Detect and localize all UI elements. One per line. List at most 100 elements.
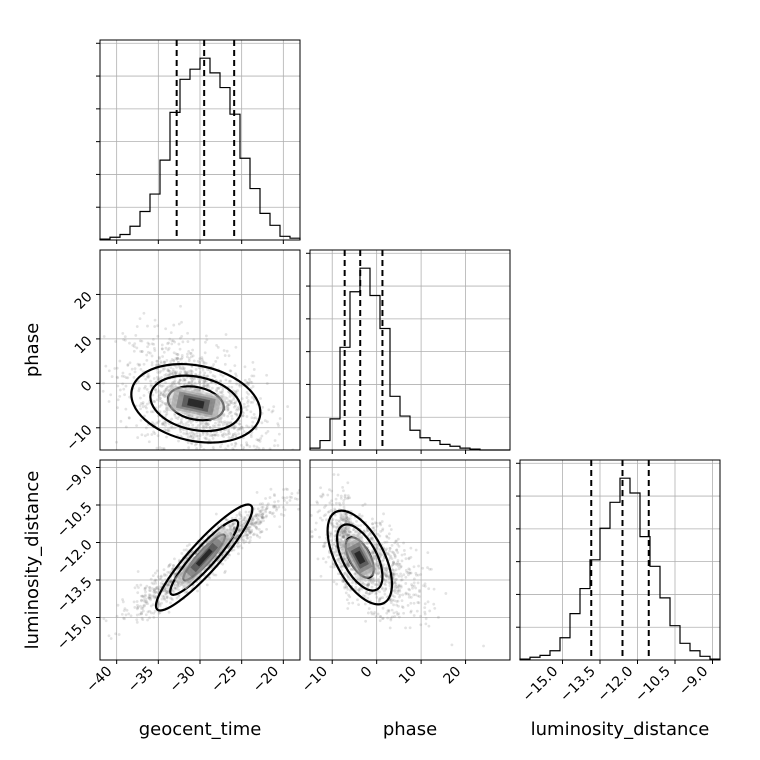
sample-point: [139, 367, 143, 371]
sample-point: [93, 355, 96, 358]
y-tick-label-phase: 0: [78, 378, 96, 396]
sample-point: [385, 568, 388, 572]
sample-point: [375, 524, 379, 528]
sample-point: [252, 444, 256, 448]
sample-point: [175, 358, 179, 361]
sample-point: [161, 384, 165, 388]
sample-point: [402, 541, 405, 545]
sample-point: [219, 380, 222, 383]
sample-point: [341, 485, 344, 489]
sample-point: [164, 592, 168, 596]
sample-point: [273, 500, 277, 504]
sample-point: [373, 583, 377, 586]
sample-point: [341, 531, 345, 535]
sample-point: [397, 545, 401, 548]
sample-point: [340, 518, 344, 522]
sample-point: [193, 432, 197, 436]
sample-point: [367, 592, 370, 596]
sample-point: [195, 426, 198, 430]
sample-point: [167, 584, 171, 587]
sample-point: [156, 603, 160, 606]
sample-point: [164, 413, 168, 417]
sample-point: [187, 381, 191, 385]
sample-point: [346, 494, 350, 498]
sample-point: [104, 619, 108, 623]
sample-point: [236, 542, 240, 545]
sample-point: [184, 471, 187, 474]
sample-point: [393, 554, 397, 558]
sample-point: [400, 599, 404, 603]
sample-point: [210, 433, 214, 437]
sample-point: [107, 400, 111, 403]
sample-point: [166, 582, 170, 586]
sample-point: [399, 584, 403, 588]
sample-point: [110, 375, 114, 378]
sample-point: [164, 573, 168, 577]
sample-point: [160, 597, 164, 601]
sample-point: [245, 452, 248, 455]
sample-point: [343, 571, 347, 575]
sample-point: [315, 500, 319, 504]
sample-point: [145, 358, 149, 362]
sample-point: [341, 527, 345, 531]
sample-point: [156, 434, 160, 438]
sample-point: [395, 610, 399, 614]
sample-point: [393, 553, 397, 557]
sample-point: [432, 587, 436, 591]
sample-point: [143, 586, 147, 590]
sample-point: [217, 421, 221, 424]
sample-point: [378, 566, 381, 570]
sample-point: [133, 345, 136, 348]
sample-point: [168, 369, 172, 373]
sample-point: [397, 604, 400, 608]
sample-point: [228, 526, 232, 529]
sample-point: [187, 554, 190, 558]
sample-point: [382, 566, 385, 570]
sample-point: [229, 525, 232, 529]
sample-point: [372, 579, 375, 583]
sample-point: [242, 446, 246, 449]
sample-point: [169, 601, 172, 605]
sample-point: [222, 414, 226, 418]
sample-point: [357, 589, 361, 593]
sample-point: [409, 546, 413, 550]
sample-point: [340, 529, 344, 533]
sample-point: [205, 379, 208, 383]
sample-point: [224, 433, 228, 437]
sample-point: [352, 528, 356, 532]
sample-point: [161, 594, 165, 598]
sample-point: [383, 582, 386, 585]
sample-point: [188, 435, 192, 439]
sample-point: [163, 428, 167, 432]
sample-point: [295, 497, 299, 501]
sample-point: [226, 461, 229, 464]
sample-point: [173, 379, 177, 383]
sample-point: [177, 372, 181, 376]
sample-point: [102, 335, 106, 338]
sample-point: [162, 595, 166, 599]
sample-point: [254, 525, 257, 529]
sample-point: [123, 338, 127, 342]
sample-point: [338, 533, 342, 537]
sample-point: [384, 574, 388, 578]
sample-point: [178, 558, 181, 562]
sample-point: [166, 570, 170, 574]
sample-point: [135, 325, 139, 328]
sample-point: [149, 577, 153, 581]
sample-point: [262, 516, 266, 519]
sample-point: [320, 495, 324, 499]
sample-point: [278, 482, 281, 485]
sample-point: [247, 541, 251, 544]
sample-point: [203, 379, 207, 383]
sample-point: [237, 529, 241, 533]
sample-point: [345, 515, 348, 519]
sample-point: [148, 588, 151, 592]
sample-point: [234, 433, 238, 437]
sample-point: [242, 455, 245, 458]
sample-point: [358, 512, 362, 516]
sample-point: [145, 353, 149, 357]
y-axis-label-luminosity_distance: luminosity_distance: [22, 471, 43, 650]
sample-point: [254, 521, 257, 525]
sample-point: [182, 428, 185, 432]
sample-point: [258, 536, 262, 539]
